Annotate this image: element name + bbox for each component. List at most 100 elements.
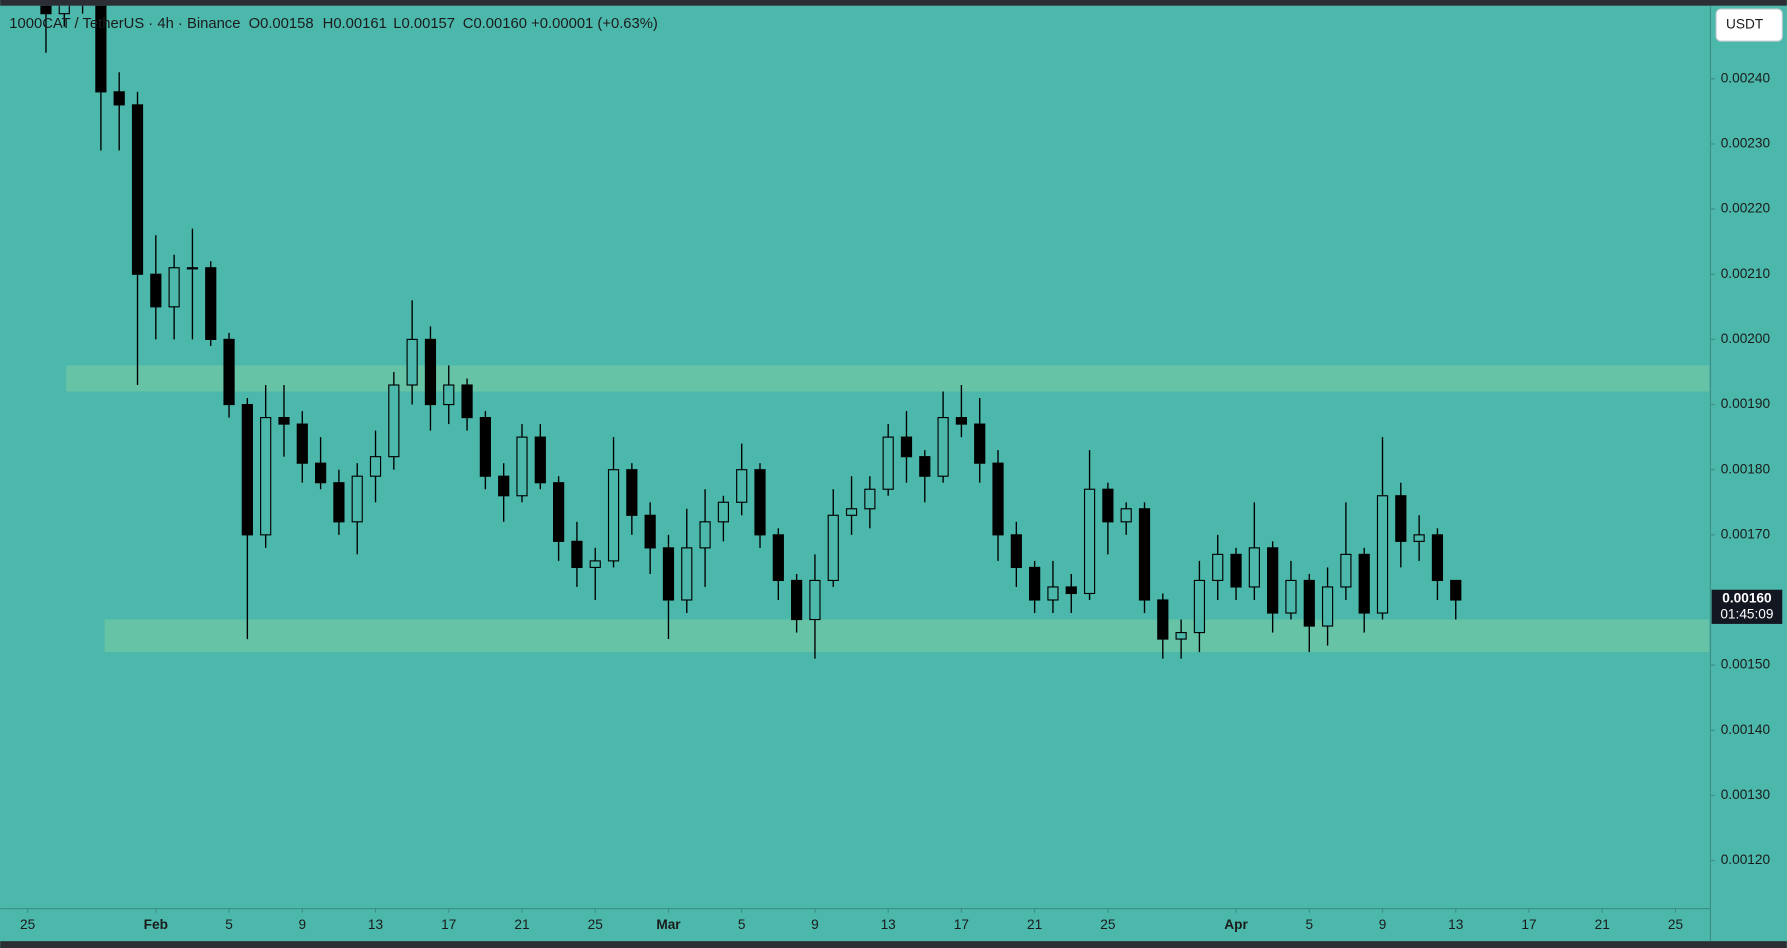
x-tick-label: 13 xyxy=(1448,917,1463,932)
candle-body xyxy=(205,267,217,340)
candle-body xyxy=(589,560,601,568)
change: +0.00001 (+0.63%) xyxy=(531,16,658,32)
candle-body xyxy=(974,423,986,464)
currency-label[interactable]: USDT xyxy=(1726,17,1764,32)
candle-body xyxy=(845,508,858,516)
x-tick-label: 17 xyxy=(954,917,969,932)
x-tick-label: 17 xyxy=(441,917,456,932)
candle-body xyxy=(333,482,345,523)
candle-body xyxy=(40,5,52,15)
x-tick-label: Feb xyxy=(144,917,168,932)
candle-body xyxy=(955,417,968,425)
last-price-box xyxy=(1711,589,1783,624)
candle-body xyxy=(571,540,583,568)
zone xyxy=(104,619,1710,653)
candle-body xyxy=(424,338,437,406)
y-tick-label: 0.00210 xyxy=(1721,266,1771,281)
candle-body xyxy=(534,436,546,484)
candle-body xyxy=(223,338,235,406)
candle-body xyxy=(58,5,70,15)
candle-body xyxy=(479,417,491,477)
y-tick-label: 0.00240 xyxy=(1721,70,1771,85)
y-tick-label: 0.00130 xyxy=(1721,787,1771,802)
candle-body xyxy=(1010,534,1022,568)
y-tick-label: 0.00120 xyxy=(1721,852,1771,867)
candle-body xyxy=(1376,495,1389,614)
candle-body xyxy=(241,403,253,536)
candle-body xyxy=(1358,553,1370,614)
x-tick-label: 5 xyxy=(738,917,746,932)
candle-body xyxy=(626,469,638,516)
x-tick-label: 9 xyxy=(298,917,306,932)
top-bar xyxy=(0,0,1787,6)
candle-body xyxy=(461,384,473,419)
candle-body xyxy=(95,5,107,93)
candle-body xyxy=(1065,586,1077,595)
x-tick-label: 25 xyxy=(1100,917,1116,932)
ohlc-open: O0.00158 xyxy=(249,16,314,32)
candle-body xyxy=(699,521,711,549)
x-tick-label: 25 xyxy=(588,917,604,932)
header: 1000CAT / TetherUS · 4h · Binance O0.001… xyxy=(9,16,658,32)
candle-body xyxy=(791,579,803,621)
candle-body xyxy=(278,417,290,425)
candle-body xyxy=(900,436,913,458)
x-tick-label: Mar xyxy=(656,917,681,932)
candles xyxy=(40,5,1462,659)
candle-body xyxy=(1413,534,1425,542)
candle-body xyxy=(754,469,766,536)
candle-body xyxy=(443,384,455,406)
candle-body xyxy=(992,462,1004,536)
candle-body xyxy=(681,547,693,601)
y-tick-label: 0.00220 xyxy=(1721,201,1771,216)
candle-body xyxy=(1340,553,1352,588)
candle-body xyxy=(369,456,382,477)
candle-body xyxy=(1047,586,1059,601)
x-tick-label: Apr xyxy=(1224,917,1248,932)
candle-body xyxy=(607,469,620,562)
x-tick-label: 9 xyxy=(811,917,819,932)
y-tick-label: 0.00200 xyxy=(1721,331,1771,346)
candle-body xyxy=(827,514,839,582)
y-tick-label: 0.00170 xyxy=(1721,526,1771,541)
candle-body xyxy=(736,469,748,503)
candle-body xyxy=(351,475,363,523)
candle-body xyxy=(1248,547,1260,588)
candle-body xyxy=(864,488,876,510)
symbol: 1000CAT / TetherUS · 4h · Binance xyxy=(9,16,240,32)
x-tick-label: 21 xyxy=(1595,917,1610,932)
bottom-bar xyxy=(0,941,1787,948)
x-tick-label: 25 xyxy=(20,917,36,932)
candle-body xyxy=(1175,631,1187,640)
candle-body xyxy=(1321,586,1334,627)
ohlc-low: L0.00157 xyxy=(393,16,455,32)
candle-body xyxy=(1193,579,1206,634)
candle-body xyxy=(1083,488,1096,595)
candle-body xyxy=(1138,508,1151,601)
x-tick-label: 9 xyxy=(1379,917,1387,932)
x-tick-label: 5 xyxy=(1305,917,1313,932)
axes: 0.00120 0.00130 0.00140 0.00150 0.00160 0.001… xyxy=(20,70,1783,932)
candle-body xyxy=(516,436,528,497)
currency-button-bg[interactable] xyxy=(1715,8,1783,42)
candle-body xyxy=(937,417,949,477)
y-tick-label: 0.00140 xyxy=(1721,722,1771,737)
candle-body xyxy=(1303,579,1315,627)
zones xyxy=(66,365,1710,653)
ohlc-close: C0.00160 xyxy=(463,16,527,32)
candle-body xyxy=(1157,599,1169,640)
candle-body xyxy=(919,456,931,477)
currency-button[interactable]: USDT xyxy=(1715,8,1783,42)
candle-body xyxy=(260,417,272,536)
candle-body xyxy=(1395,495,1407,542)
y-tick-label: 0.00180 xyxy=(1721,461,1771,476)
candle-body xyxy=(662,547,675,601)
candle-body xyxy=(498,475,510,497)
candle-body xyxy=(296,423,308,464)
candle-body xyxy=(314,462,327,484)
candle-body xyxy=(1029,566,1041,601)
candle-body xyxy=(1120,508,1132,523)
candle-body xyxy=(1212,553,1224,582)
